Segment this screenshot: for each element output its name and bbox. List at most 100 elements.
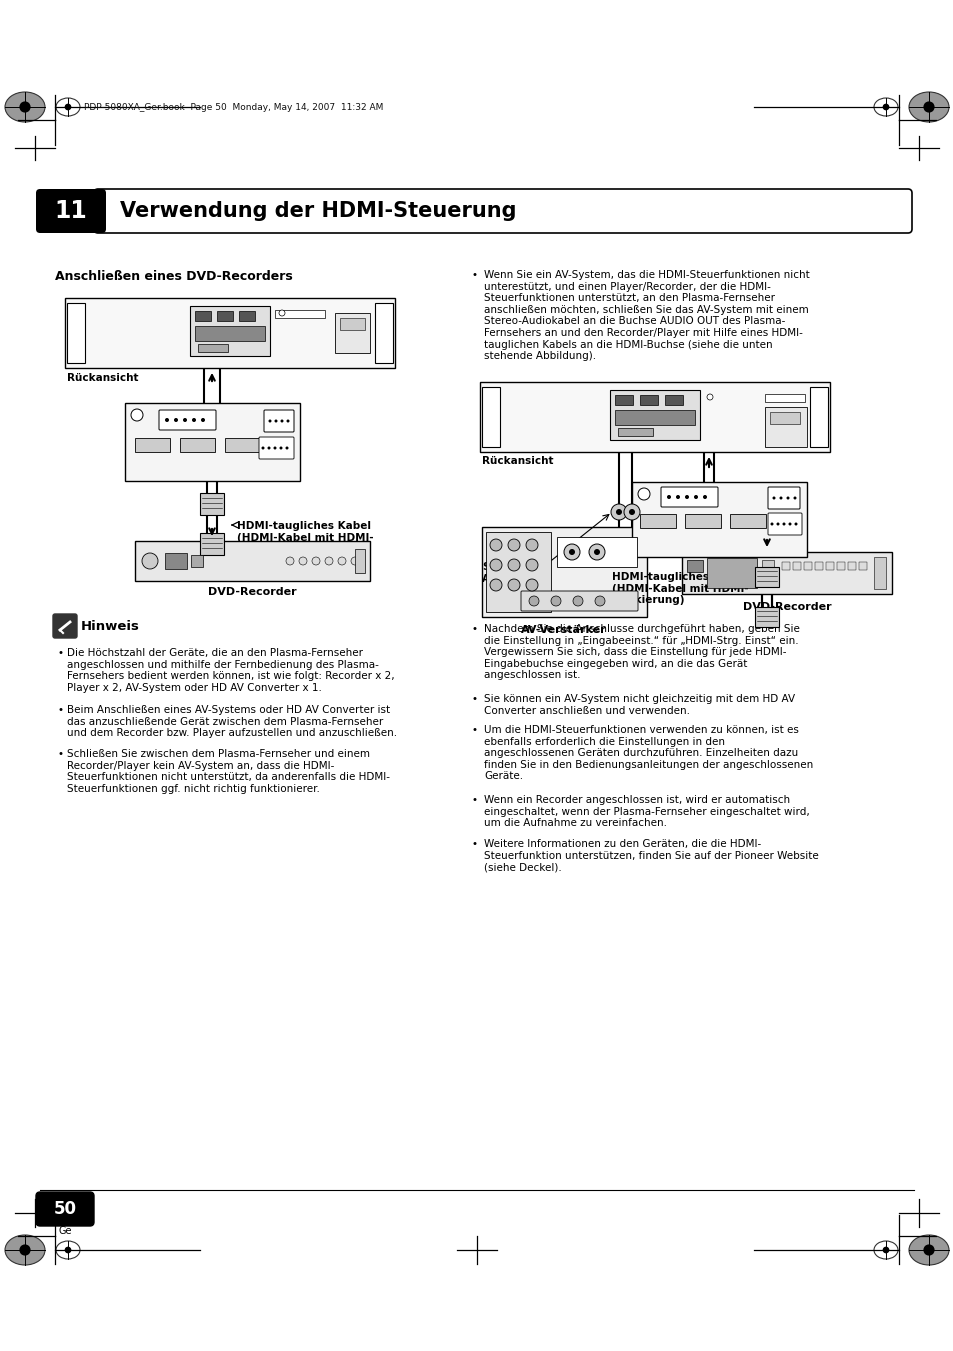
Text: Nachdem Sie die Anschlusse durchgeführt haben, geben Sie
die Einstellung in „Ein: Nachdem Sie die Anschlusse durchgeführt … bbox=[483, 624, 799, 681]
Circle shape bbox=[490, 580, 501, 590]
Bar bbox=[858, 562, 866, 570]
Bar bbox=[65, 299, 395, 367]
Circle shape bbox=[261, 446, 264, 450]
Bar bbox=[198, 345, 228, 353]
Circle shape bbox=[568, 549, 575, 555]
Bar bbox=[225, 438, 260, 453]
FancyBboxPatch shape bbox=[36, 189, 106, 232]
Bar bbox=[754, 567, 779, 586]
Bar bbox=[615, 409, 695, 426]
Circle shape bbox=[19, 1244, 30, 1255]
Bar bbox=[274, 309, 325, 317]
Bar bbox=[684, 513, 720, 528]
Text: Hinweis: Hinweis bbox=[81, 620, 140, 632]
Bar bbox=[239, 311, 254, 322]
Circle shape bbox=[776, 523, 779, 526]
Bar bbox=[125, 403, 299, 481]
Text: Sie können ein AV-System nicht gleichzeitig mit dem HD AV
Converter anschließen : Sie können ein AV-System nicht gleichzei… bbox=[483, 694, 794, 716]
Text: •: • bbox=[472, 839, 477, 848]
Bar bbox=[825, 562, 833, 570]
Bar bbox=[686, 561, 702, 571]
Text: Die Höchstzahl der Geräte, die an den Plasma-Fernseher
angeschlossen und mithilf: Die Höchstzahl der Geräte, die an den Pl… bbox=[67, 648, 395, 693]
Circle shape bbox=[702, 494, 706, 499]
Circle shape bbox=[666, 494, 670, 499]
Circle shape bbox=[19, 101, 30, 112]
Bar bbox=[764, 394, 804, 403]
Circle shape bbox=[268, 420, 272, 423]
Ellipse shape bbox=[873, 1242, 897, 1259]
Bar bbox=[191, 555, 203, 567]
Circle shape bbox=[312, 557, 319, 565]
Circle shape bbox=[285, 446, 288, 450]
Circle shape bbox=[588, 544, 604, 561]
Text: •: • bbox=[472, 624, 477, 634]
Bar bbox=[485, 532, 551, 612]
FancyBboxPatch shape bbox=[767, 513, 801, 535]
Bar bbox=[792, 562, 801, 570]
Circle shape bbox=[490, 559, 501, 571]
Circle shape bbox=[525, 580, 537, 590]
Circle shape bbox=[616, 509, 621, 515]
Circle shape bbox=[923, 1244, 934, 1255]
Circle shape bbox=[788, 523, 791, 526]
Circle shape bbox=[794, 523, 797, 526]
Bar bbox=[194, 311, 211, 322]
Bar bbox=[847, 562, 855, 570]
Bar bbox=[803, 562, 811, 570]
Bar bbox=[335, 313, 370, 353]
Circle shape bbox=[165, 417, 169, 422]
Bar bbox=[609, 390, 700, 440]
Bar bbox=[764, 407, 806, 447]
Bar bbox=[375, 303, 393, 363]
Circle shape bbox=[573, 596, 582, 607]
Circle shape bbox=[785, 497, 789, 500]
Text: •: • bbox=[472, 794, 477, 805]
Circle shape bbox=[772, 497, 775, 500]
Bar bbox=[481, 527, 646, 617]
Circle shape bbox=[628, 509, 635, 515]
FancyBboxPatch shape bbox=[767, 486, 800, 509]
Bar bbox=[639, 394, 658, 405]
Circle shape bbox=[551, 596, 560, 607]
Circle shape bbox=[507, 539, 519, 551]
FancyBboxPatch shape bbox=[159, 409, 215, 430]
Circle shape bbox=[325, 557, 333, 565]
Text: 50: 50 bbox=[53, 1200, 76, 1219]
Circle shape bbox=[173, 417, 178, 422]
FancyBboxPatch shape bbox=[36, 1192, 94, 1225]
FancyBboxPatch shape bbox=[94, 189, 911, 232]
Ellipse shape bbox=[908, 92, 948, 122]
Circle shape bbox=[638, 488, 649, 500]
Circle shape bbox=[779, 497, 781, 500]
Text: DVD-Recorder: DVD-Recorder bbox=[741, 603, 830, 612]
Bar bbox=[615, 394, 633, 405]
Circle shape bbox=[781, 523, 784, 526]
Bar bbox=[814, 562, 822, 570]
Circle shape bbox=[882, 104, 888, 111]
Text: •: • bbox=[472, 725, 477, 735]
Circle shape bbox=[882, 1247, 888, 1254]
Text: •: • bbox=[57, 648, 63, 658]
Circle shape bbox=[131, 409, 143, 422]
Circle shape bbox=[278, 309, 285, 316]
Text: HDMI-taugliches Kabel
(HDMI-Kabel mit HDMI-
Markierung): HDMI-taugliches Kabel (HDMI-Kabel mit HD… bbox=[236, 521, 374, 554]
Circle shape bbox=[610, 504, 626, 520]
Circle shape bbox=[490, 539, 501, 551]
Circle shape bbox=[676, 494, 679, 499]
Text: Beim Anschließen eines AV-Systems oder HD AV Converter ist
das anzuschließende G: Beim Anschließen eines AV-Systems oder H… bbox=[67, 705, 396, 738]
Circle shape bbox=[280, 420, 283, 423]
Circle shape bbox=[923, 101, 934, 112]
Bar bbox=[165, 553, 187, 569]
Text: Um die HDMI-Steuerfunktionen verwenden zu können, ist es
ebenfalls erforderlich : Um die HDMI-Steuerfunktionen verwenden z… bbox=[483, 725, 812, 781]
Text: Ge: Ge bbox=[58, 1225, 71, 1236]
Ellipse shape bbox=[873, 99, 897, 116]
Circle shape bbox=[279, 446, 282, 450]
Circle shape bbox=[65, 1247, 71, 1254]
Text: Wenn Sie ein AV-System, das die HDMI-Steuerfunktionen nicht
unterestützt, und ei: Wenn Sie ein AV-System, das die HDMI-Ste… bbox=[483, 270, 809, 361]
Circle shape bbox=[693, 494, 698, 499]
Text: •: • bbox=[472, 694, 477, 704]
Bar bbox=[180, 438, 214, 453]
Bar bbox=[836, 562, 844, 570]
Bar bbox=[706, 558, 757, 588]
Text: Weitere Informationen zu den Geräten, die die HDMI-
Steuerfunktion unterstützen,: Weitere Informationen zu den Geräten, di… bbox=[483, 839, 818, 873]
